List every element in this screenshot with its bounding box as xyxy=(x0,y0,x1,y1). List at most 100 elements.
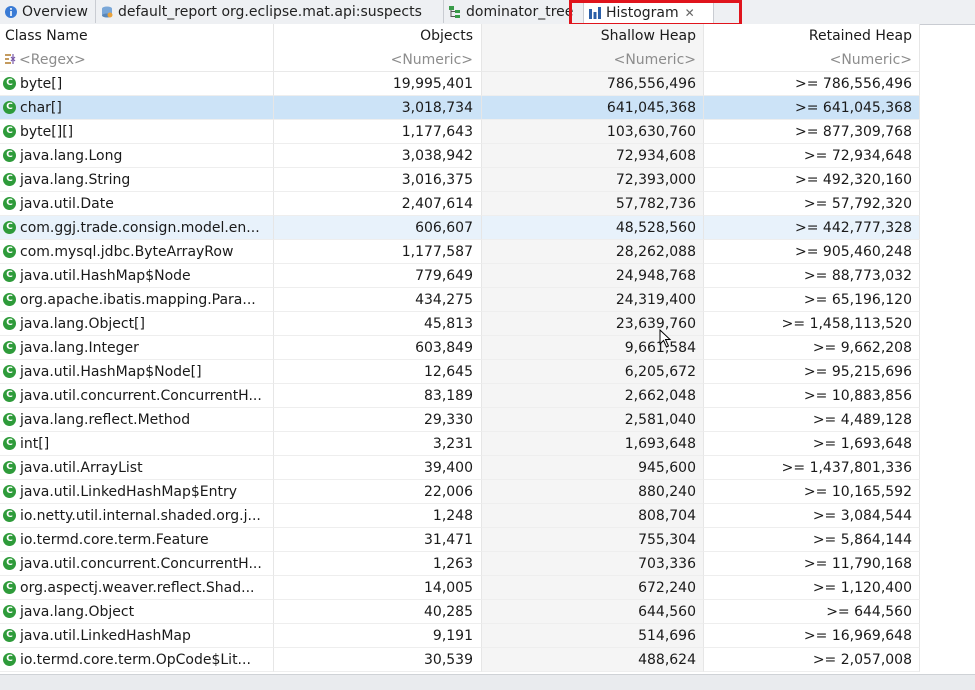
objects-cell: 3,016,375 xyxy=(274,168,482,192)
table-row[interactable]: java.util.LinkedHashMap$Entry 22,006880,2… xyxy=(0,480,920,504)
tree-icon xyxy=(449,5,460,18)
column-header-shallow-heap[interactable]: Shallow Heap xyxy=(482,24,704,48)
table-row[interactable]: java.util.HashMap$Node[] 12,6456,205,672>… xyxy=(0,360,920,384)
class-name-cell[interactable]: java.lang.Object xyxy=(0,600,274,624)
class-name-cell[interactable]: java.util.concurrent.ConcurrentH... xyxy=(0,384,274,408)
class-name-cell[interactable]: org.apache.ibatis.mapping.Para... xyxy=(0,288,274,312)
class-icon xyxy=(3,485,16,498)
class-name-cell[interactable]: byte[][] xyxy=(0,120,274,144)
table-row[interactable]: io.termd.core.term.Feature 31,471755,304>… xyxy=(0,528,920,552)
shallow-heap-cell: 2,662,048 xyxy=(482,384,704,408)
class-icon xyxy=(3,101,16,114)
class-name-cell[interactable]: java.lang.Integer xyxy=(0,336,274,360)
class-name-cell[interactable]: java.lang.Long xyxy=(0,144,274,168)
table-row[interactable]: io.netty.util.internal.shaded.org.j... 1,… xyxy=(0,504,920,528)
tab-label: Histogram xyxy=(606,5,679,21)
tab-overview[interactable]: Overview xyxy=(0,0,96,23)
class-name-text: java.lang.Long xyxy=(20,148,123,164)
column-header-retained-heap[interactable]: Retained Heap xyxy=(704,24,920,48)
table-row[interactable]: org.apache.ibatis.mapping.Para... 434,275… xyxy=(0,288,920,312)
class-name-text: org.aspectj.weaver.reflect.Shad... xyxy=(20,580,255,596)
class-name-cell[interactable]: byte[] xyxy=(0,72,274,96)
tab-dominator-tree[interactable]: dominator_tree xyxy=(444,0,584,23)
class-name-cell[interactable]: java.lang.Object[] xyxy=(0,312,274,336)
retained-heap-filter[interactable]: <Numeric> xyxy=(704,48,920,72)
class-name-cell[interactable]: char[] xyxy=(0,96,274,120)
class-name-cell[interactable]: io.termd.core.term.Feature xyxy=(0,528,274,552)
table-row[interactable]: java.lang.reflect.Method 29,3302,581,040>… xyxy=(0,408,920,432)
class-name-cell[interactable]: java.util.LinkedHashMap$Entry xyxy=(0,480,274,504)
shallow-heap-cell: 48,528,560 xyxy=(482,216,704,240)
retained-heap-cell: >= 10,165,592 xyxy=(704,480,920,504)
class-name-cell[interactable]: com.ggj.trade.consign.model.en... xyxy=(0,216,274,240)
close-icon[interactable]: ✕ xyxy=(684,6,695,20)
class-icon xyxy=(3,125,16,138)
class-name-cell[interactable]: java.lang.reflect.Method xyxy=(0,408,274,432)
class-icon xyxy=(3,245,16,258)
class-name-text: java.lang.Object[] xyxy=(20,316,145,332)
objects-cell: 3,038,942 xyxy=(274,144,482,168)
class-name-cell[interactable]: io.netty.util.internal.shaded.org.j... xyxy=(0,504,274,528)
class-name-cell[interactable]: java.util.LinkedHashMap xyxy=(0,624,274,648)
class-icon xyxy=(3,197,16,210)
table-row[interactable]: java.util.HashMap$Node 779,64924,948,768>… xyxy=(0,264,920,288)
tab-label: Overview xyxy=(22,3,88,20)
class-name-cell[interactable]: io.termd.core.term.OpCode$Lit... xyxy=(0,648,274,672)
column-header-objects[interactable]: Objects xyxy=(274,24,482,48)
class-name-text: java.util.concurrent.ConcurrentH... xyxy=(20,388,262,404)
objects-filter[interactable]: <Numeric> xyxy=(274,48,482,72)
table-row[interactable]: java.util.concurrent.ConcurrentH... 1,263… xyxy=(0,552,920,576)
retained-heap-cell: >= 3,084,544 xyxy=(704,504,920,528)
class-icon xyxy=(3,557,16,570)
table-row[interactable]: io.termd.core.term.OpCode$Lit... 30,53948… xyxy=(0,648,920,672)
class-icon xyxy=(3,173,16,186)
class-icon xyxy=(3,269,16,282)
class-name-text: com.mysql.jdbc.ByteArrayRow xyxy=(20,244,234,260)
table-row[interactable]: org.aspectj.weaver.reflect.Shad... 14,005… xyxy=(0,576,920,600)
class-icon xyxy=(3,629,16,642)
class-name-cell[interactable]: java.util.ArrayList xyxy=(0,456,274,480)
class-name-filter[interactable]: <Regex> xyxy=(0,48,274,72)
objects-cell: 40,285 xyxy=(274,600,482,624)
class-name-cell[interactable]: java.util.HashMap$Node xyxy=(0,264,274,288)
table-header: Class Name Objects Shallow Heap Retained… xyxy=(0,24,920,48)
objects-cell: 603,849 xyxy=(274,336,482,360)
class-icon xyxy=(3,581,16,594)
objects-cell: 30,539 xyxy=(274,648,482,672)
table-row[interactable]: com.ggj.trade.consign.model.en... 606,607… xyxy=(0,216,920,240)
tab-histogram[interactable]: Histogram ✕ xyxy=(584,0,714,24)
class-name-text: char[] xyxy=(20,100,62,116)
class-name-cell[interactable]: java.lang.String xyxy=(0,168,274,192)
table-row[interactable]: java.util.concurrent.ConcurrentH... 83,18… xyxy=(0,384,920,408)
tab-default-report[interactable]: default_report org.eclipse.mat.api:suspe… xyxy=(96,0,444,23)
class-name-cell[interactable]: com.mysql.jdbc.ByteArrayRow xyxy=(0,240,274,264)
class-name-cell[interactable]: java.util.concurrent.ConcurrentH... xyxy=(0,552,274,576)
objects-cell: 779,649 xyxy=(274,264,482,288)
shallow-heap-cell: 672,240 xyxy=(482,576,704,600)
shallow-heap-cell: 72,393,000 xyxy=(482,168,704,192)
table-row[interactable]: com.mysql.jdbc.ByteArrayRow 1,177,58728,2… xyxy=(0,240,920,264)
class-name-cell[interactable]: org.aspectj.weaver.reflect.Shad... xyxy=(0,576,274,600)
class-name-text: org.apache.ibatis.mapping.Para... xyxy=(20,292,256,308)
retained-heap-cell: >= 1,120,400 xyxy=(704,576,920,600)
retained-heap-cell: >= 1,693,648 xyxy=(704,432,920,456)
class-name-cell[interactable]: java.util.HashMap$Node[] xyxy=(0,360,274,384)
class-name-cell[interactable]: int[] xyxy=(0,432,274,456)
class-icon xyxy=(3,533,16,546)
column-header-class-name[interactable]: Class Name xyxy=(0,24,274,48)
info-icon xyxy=(5,5,17,18)
shallow-heap-filter[interactable]: <Numeric> xyxy=(482,48,704,72)
class-name-cell[interactable]: java.util.Date xyxy=(0,192,274,216)
